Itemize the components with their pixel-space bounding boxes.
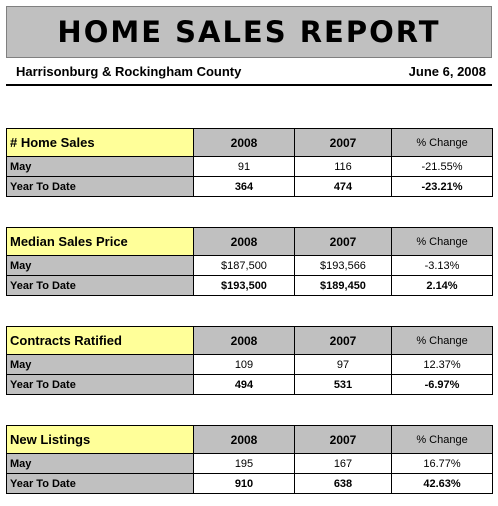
contracts-ratified-table: Contracts Ratified 2008 2007 % Change Ma… [6, 326, 493, 395]
value-change: -23.21% [391, 176, 493, 197]
column-header-change: % Change [391, 425, 493, 454]
value-2008: $193,500 [193, 275, 295, 296]
report-date: June 6, 2008 [408, 63, 486, 79]
value-2007: 531 [294, 374, 392, 395]
value-change: 42.63% [391, 473, 493, 494]
table-row: Year To Date $193,500 $189,450 2.14% [6, 275, 493, 296]
value-change: -3.13% [391, 255, 493, 276]
section-title: Contracts Ratified [6, 326, 194, 355]
column-header-2007: 2007 [294, 128, 392, 157]
table-header-row: Median Sales Price 2008 2007 % Change [6, 227, 493, 256]
row-label: Year To Date [6, 374, 194, 395]
column-header-2008: 2008 [193, 326, 295, 355]
value-2008: 195 [193, 453, 295, 474]
value-2008: 364 [193, 176, 295, 197]
column-header-2007: 2007 [294, 326, 392, 355]
section-title: New Listings [6, 425, 194, 454]
value-2008: $187,500 [193, 255, 295, 276]
value-2007: $193,566 [294, 255, 392, 276]
median-sales-price-table: Median Sales Price 2008 2007 % Change Ma… [6, 227, 493, 296]
row-label: May [6, 453, 194, 474]
table-row: May 195 167 16.77% [6, 453, 493, 474]
value-2007: 474 [294, 176, 392, 197]
row-label: May [6, 156, 194, 177]
column-header-2007: 2007 [294, 227, 392, 256]
table-row: Year To Date 494 531 -6.97% [6, 374, 493, 395]
row-label: Year To Date [6, 176, 194, 197]
value-change: 16.77% [391, 453, 493, 474]
home-sales-table: # Home Sales 2008 2007 % Change May 91 1… [6, 128, 493, 197]
value-change: -6.97% [391, 374, 493, 395]
report-subheader: Harrisonburg & Rockingham County June 6,… [6, 60, 492, 86]
column-header-2008: 2008 [193, 128, 295, 157]
value-2008: 109 [193, 354, 295, 375]
value-2007: 116 [294, 156, 392, 177]
column-header-2007: 2007 [294, 425, 392, 454]
row-label: May [6, 255, 194, 276]
table-row: May 91 116 -21.55% [6, 156, 493, 177]
column-header-change: % Change [391, 326, 493, 355]
value-change: -21.55% [391, 156, 493, 177]
column-header-change: % Change [391, 227, 493, 256]
value-2007: 638 [294, 473, 392, 494]
value-2007: $189,450 [294, 275, 392, 296]
value-change: 2.14% [391, 275, 493, 296]
region-label: Harrisonburg & Rockingham County [16, 63, 242, 79]
column-header-2008: 2008 [193, 227, 295, 256]
value-2007: 97 [294, 354, 392, 375]
column-header-2008: 2008 [193, 425, 295, 454]
section-title: Median Sales Price [6, 227, 194, 256]
table-header-row: Contracts Ratified 2008 2007 % Change [6, 326, 493, 355]
table-header-row: New Listings 2008 2007 % Change [6, 425, 493, 454]
report-banner: HOME SALES REPORT [6, 6, 492, 58]
table-row: May $187,500 $193,566 -3.13% [6, 255, 493, 276]
value-2007: 167 [294, 453, 392, 474]
row-label: Year To Date [6, 473, 194, 494]
row-label: May [6, 354, 194, 375]
new-listings-table: New Listings 2008 2007 % Change May 195 … [6, 425, 493, 494]
value-2008: 910 [193, 473, 295, 494]
value-2008: 494 [193, 374, 295, 395]
table-row: Year To Date 910 638 42.63% [6, 473, 493, 494]
column-header-change: % Change [391, 128, 493, 157]
value-change: 12.37% [391, 354, 493, 375]
value-2008: 91 [193, 156, 295, 177]
table-row: Year To Date 364 474 -23.21% [6, 176, 493, 197]
table-header-row: # Home Sales 2008 2007 % Change [6, 128, 493, 157]
section-title: # Home Sales [6, 128, 194, 157]
row-label: Year To Date [6, 275, 194, 296]
report-title: HOME SALES REPORT [57, 15, 441, 49]
table-row: May 109 97 12.37% [6, 354, 493, 375]
